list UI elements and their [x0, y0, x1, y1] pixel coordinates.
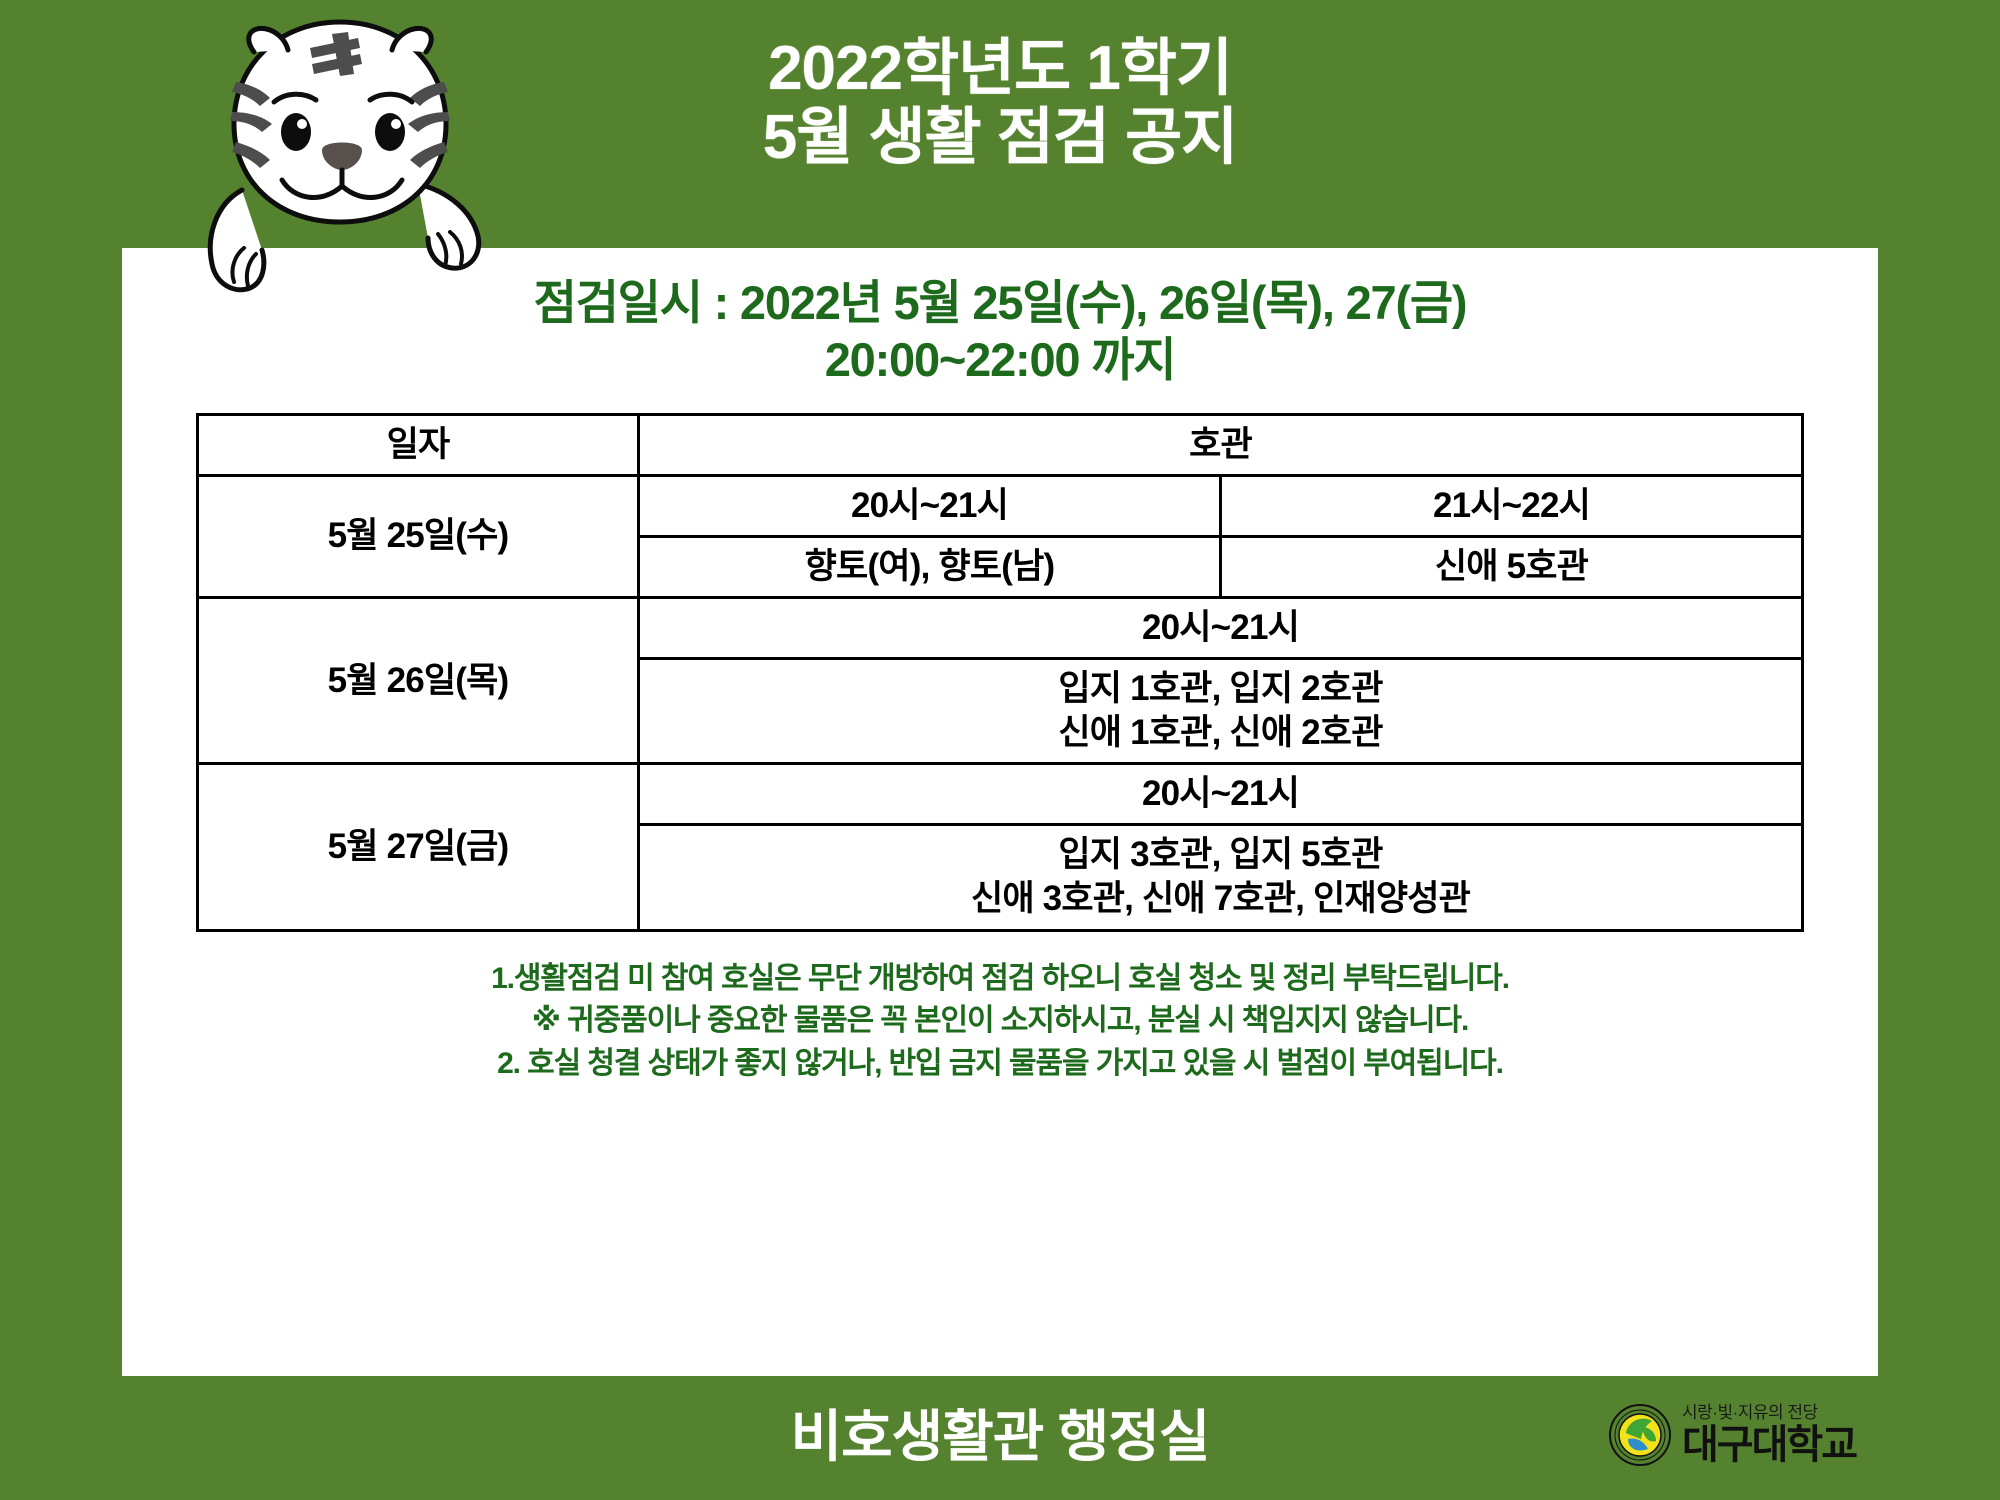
title-line-2: 5월 생활 점검 공지 — [762, 103, 1238, 173]
table-row: 5월 26일(목) 20시~21시 — [196, 595, 1804, 766]
table-row: 5월 25일(수) 20시~21시 21시~22시 — [196, 473, 1804, 599]
row-place-1-line-2: 신애 1호관, 신애 2호관 — [1058, 713, 1383, 753]
note-item-2: 2. 호실 청결 상태가 좋지 않거나, 반입 금지 물품을 가지고 있을 시 … — [497, 1046, 1504, 1080]
column-header-place: 호관 — [637, 412, 1804, 477]
note-item-1-sub: ※ 귀중품이나 중요한 물품은 꼭 본인이 소지하시고, 분실 시 책임지지 않… — [531, 1004, 1469, 1038]
row-date-2: 5월 27일(금) — [196, 762, 640, 932]
row-place-1-line-1: 입지 1호관, 입지 2호관 — [1058, 669, 1383, 709]
table-row: 입지 3호관, 입지 5호관 신애 3호관, 신애 7호관, 인재양성관 — [198, 823, 1804, 932]
poster-header: 2022학년도 1학기 5월 생활 점검 공지 — [0, 0, 2000, 248]
note-item-1: 1.생활점검 미 참여 호실은 무단 개방하여 점검 하오니 호실 청소 및 정… — [491, 961, 1510, 995]
table-row: 입지 1호관, 입지 2호관 신애 1호관, 신애 2호관 — [198, 657, 1804, 766]
row-place-2-line-1: 입지 3호관, 입지 5호관 — [1058, 835, 1383, 875]
university-brand-text: 시랑·빛·지유의 전당 대구대학교 — [1682, 1402, 1858, 1468]
white-tiger-mascot-icon — [182, 8, 502, 298]
row-time-2: 20시~21시 — [637, 762, 1804, 827]
footer-office-name: 비호생활관 행정실 — [790, 1405, 1211, 1468]
row-date-0: 5월 25일(수) — [196, 473, 640, 599]
university-name: 대구대학교 — [1682, 1423, 1858, 1468]
title-line-1: 2022학년도 1학기 — [768, 34, 1233, 103]
table-row: 5월 27일(금) 20시~21시 — [196, 762, 1804, 932]
row-time-0-0: 20시~21시 — [637, 473, 1222, 538]
row-place-2-line-2: 신애 3호관, 신애 7호관, 인재양성관 — [970, 879, 1471, 919]
daegu-university-emblem-icon — [1608, 1403, 1672, 1467]
inspection-datetime: 점검일시 : 2022년 5월 25일(수), 26일(목), 27(금) 20… — [122, 248, 1878, 389]
inspection-datetime-line-2: 20:00~22:00 까지 — [824, 333, 1177, 387]
row-time-1: 20시~21시 — [637, 595, 1804, 661]
row-date-1: 5월 26일(목) — [196, 595, 640, 766]
notice-card: 점검일시 : 2022년 5월 25일(수), 26일(목), 27(금) 20… — [122, 248, 1878, 1376]
table-row: 향토(여), 향토(남) 신애 5호관 — [198, 534, 1804, 599]
inspection-schedule-table: 일자 호관 5월 25일(수) 20시~21시 21시~22시 향토(여), 향… — [196, 412, 1804, 932]
table-body: 5월 25일(수) 20시~21시 21시~22시 향토(여), 향토(남) 신… — [196, 473, 1804, 932]
table-head: 일자 호관 — [196, 412, 1804, 477]
row-place-0-1: 신애 5호관 — [1219, 534, 1804, 599]
university-tagline: 시랑·빛·지유의 전당 — [1682, 1402, 1818, 1422]
row-place-1: 입지 1호관, 입지 2호관 신애 1호관, 신애 2호관 — [637, 657, 1804, 766]
row-place-2: 입지 3호관, 입지 5호관 신애 3호관, 신애 7호관, 인재양성관 — [637, 823, 1804, 932]
page-title: 2022학년도 1학기 5월 생활 점검 공지 — [0, 34, 2000, 173]
notes-list: 1.생활점검 미 참여 호실은 무단 개방하여 점검 하오니 호실 청소 및 정… — [122, 958, 1878, 1086]
table-header-row: 일자 호관 — [196, 412, 1804, 477]
column-header-date: 일자 — [196, 412, 640, 477]
row-place-0-0: 향토(여), 향토(남) — [637, 534, 1222, 599]
inspection-datetime-line-1: 점검일시 : 2022년 5월 25일(수), 26일(목), 27(금) — [533, 276, 1468, 329]
row-time-0-1: 21시~22시 — [1219, 473, 1804, 538]
university-brand: 시랑·빛·지유의 전당 대구대학교 — [1608, 1385, 1988, 1485]
